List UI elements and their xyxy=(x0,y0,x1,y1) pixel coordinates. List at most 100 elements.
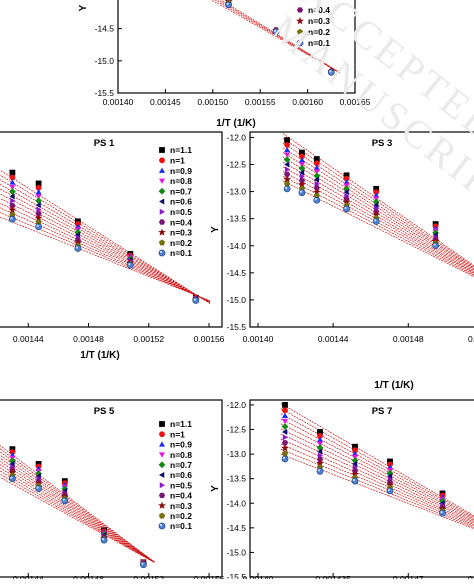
panel-ps-7-fit-line-3 xyxy=(280,418,474,521)
panel-ps-1-legend-marker-6 xyxy=(159,208,165,215)
panel-ps-3-point-0-1 xyxy=(299,149,305,156)
panel-ps-5-legend-label-6: n=0.5 xyxy=(170,480,192,490)
panel-ps-3-xtick-label-3: 0.00152 xyxy=(468,334,474,344)
panel-ps-7-fit-line-6 xyxy=(280,433,474,524)
panel-ps-3-fit-line-8 xyxy=(282,171,474,275)
panel-ps-7-ytick-label-4: -14.0 xyxy=(227,498,247,508)
panel-ps-7-point-10-0 xyxy=(281,455,289,463)
panel-ps-1-point-0-3 xyxy=(35,180,42,187)
panel-top-xtick-label-4: 0.00160 xyxy=(292,97,323,107)
panel-ps-1-point-10-6 xyxy=(192,297,200,304)
panel-ps-5-legend-marker-7 xyxy=(158,492,166,499)
panel-ps-3-frame xyxy=(249,131,474,328)
panel-ps-3-fit-line-4 xyxy=(282,152,474,271)
panel-ps-3-point-3-1 xyxy=(298,162,305,168)
panel-ps-5-legend-marker-6 xyxy=(159,482,165,489)
panel-ps-3-ytick-label-4: -14.0 xyxy=(227,241,247,251)
panel-ps-3-point-1-4 xyxy=(373,189,380,196)
panel-ps-5-fit-line-4 xyxy=(0,457,155,563)
panel-ps-1-point-10-5 xyxy=(126,261,134,269)
panel-ps-7-point-1-0 xyxy=(282,407,288,414)
panel-ps-7-ytick-label-2: -13.0 xyxy=(227,449,247,459)
panel-ps-7-point-0-1 xyxy=(317,429,323,435)
panel-ps-5-legend-label-1: n=1 xyxy=(170,429,185,439)
panel-ps-5-fit-line-6 xyxy=(0,464,155,563)
panel-ps-3-point-5-1 xyxy=(298,169,305,176)
panel-ps-7-point-7-0 xyxy=(281,440,289,446)
panel-ps-3-point-8-1 xyxy=(298,180,306,188)
panel-ps-1-point-1-3 xyxy=(35,184,42,191)
panel-ps-7-title: PS 7 xyxy=(372,406,393,417)
panel-ps-3-title: PS 3 xyxy=(372,138,393,149)
panel-ps-3-fit-line-0 xyxy=(282,133,474,266)
panel-ps-7-point-10-3 xyxy=(386,487,394,495)
panel-ps-3-point-1-1 xyxy=(299,153,305,160)
panel-ps-7-point-5-2 xyxy=(352,460,358,467)
panel-top-ytick-label-3: -15.5 xyxy=(95,88,115,98)
panel-ps-3-point-8-2 xyxy=(312,188,321,196)
panel-ps-5-point-10-3-highlight xyxy=(36,486,39,489)
panel-ps-1-fit-line-6 xyxy=(0,198,211,303)
panel-ps-3-point-2-1 xyxy=(298,157,305,163)
panel-ps-1-point-2-2 xyxy=(9,179,16,185)
panel-ps-1-fit-line-4 xyxy=(0,188,211,303)
panel-ps-1-legend-marker-2 xyxy=(158,167,166,173)
panel-top-legend-label-3: n=0.1 xyxy=(308,38,330,48)
panel-ps-1-xtick-label-4: 0.00156 xyxy=(194,334,225,344)
panel-ps-7-ytick-label-6: -15.0 xyxy=(227,547,247,557)
panel-ps-3-fit-line-6 xyxy=(282,161,474,273)
panel-ps-1-point-2-3 xyxy=(35,189,42,195)
panel-ps-3-ylabel: Y xyxy=(210,226,221,233)
panel-ps-5-legend-marker-10-highlight xyxy=(159,523,163,527)
panel-ps-3-point-7-2 xyxy=(313,185,320,191)
panel-ps-1-fit-line-2 xyxy=(0,179,211,304)
panel-ps-5-fit-line-10 xyxy=(0,476,155,563)
panel-ps-3-point-5-2 xyxy=(313,176,320,183)
panel-ps-7-point-5-1 xyxy=(317,448,323,455)
panel-ps-7-point-6-0 xyxy=(282,434,288,441)
panel-ps-1-legend-label-4: n=0.7 xyxy=(170,186,192,196)
panel-top-frame xyxy=(117,0,356,94)
panel-top-legend-label-1: n=0.3 xyxy=(308,16,330,26)
panel-ps-5-legend-marker-8 xyxy=(158,501,166,509)
panel-ps-5-legend-label-9: n=0.2 xyxy=(170,511,192,521)
panel-ps-5-point-10-5 xyxy=(100,536,108,544)
panel-ps-7-point-10-1 xyxy=(316,467,324,475)
panel-ps-7-point-1-2 xyxy=(352,447,358,454)
panel-ps-1-xtick-label-2: 0.00148 xyxy=(73,334,104,344)
panel-ps-7-point-10-2 xyxy=(351,477,359,485)
panel-ps-7-point-10-3-highlight xyxy=(387,488,391,492)
panel-ps-3-point-2-3 xyxy=(343,179,350,185)
panel-ps-1-legend-marker-4 xyxy=(158,187,166,195)
panel-ps-7-frame xyxy=(249,399,474,578)
panel-ps-1-point-10-6-highlight xyxy=(193,298,196,301)
panel-ps-3-ytick-label-1: -12.5 xyxy=(227,160,247,170)
panel-ps-5-title: PS 5 xyxy=(94,406,115,417)
panel-ps-3-fit-line-3 xyxy=(282,147,474,270)
panel-ps-7-point-8-2 xyxy=(351,470,359,478)
panel-ps-1-title: PS 1 xyxy=(94,138,115,149)
panel-ps-3-point-3-0 xyxy=(284,152,291,158)
panel-ps-1-legend-marker-3 xyxy=(158,178,166,184)
panel-ps-1-legend-label-2: n=0.9 xyxy=(170,166,192,176)
panel-ps-7-point-9-0 xyxy=(281,450,289,457)
panel-ps-1-point-4-3 xyxy=(35,197,42,205)
panel-ps-1-point-10-4 xyxy=(74,245,82,252)
panel-ps-7-point-0-3 xyxy=(387,458,393,465)
panel-ps-3-point-2-2 xyxy=(313,164,320,170)
panel-ps-5-fit-line-5 xyxy=(0,460,155,563)
panel-ps-3-point-10-1-highlight xyxy=(299,190,303,193)
panel-ps-3-point-10-4 xyxy=(372,217,380,225)
panel-ps-1-legend-marker-0 xyxy=(159,147,165,153)
panel-ps-3-xtick-label-1: 0.00144 xyxy=(318,334,349,344)
panel-ps-1-fit-line-10 xyxy=(0,216,211,302)
panel-ps-3-point-0-4 xyxy=(373,185,380,192)
panel-ps-5-fit-line-7 xyxy=(0,467,155,563)
panel-ps-7-fit-line-0 xyxy=(280,403,474,517)
panel-ps-5-xtick-label-1: 0.00144 xyxy=(13,574,44,579)
panel-ps-3-ytick-label-6: -15.0 xyxy=(227,295,247,305)
panel-top-xlabel: 1/T (1/K) xyxy=(216,118,255,129)
panel-ps-5-legend-label-3: n=0.8 xyxy=(170,450,192,460)
panel-ps-3-point-10-5 xyxy=(432,242,440,250)
